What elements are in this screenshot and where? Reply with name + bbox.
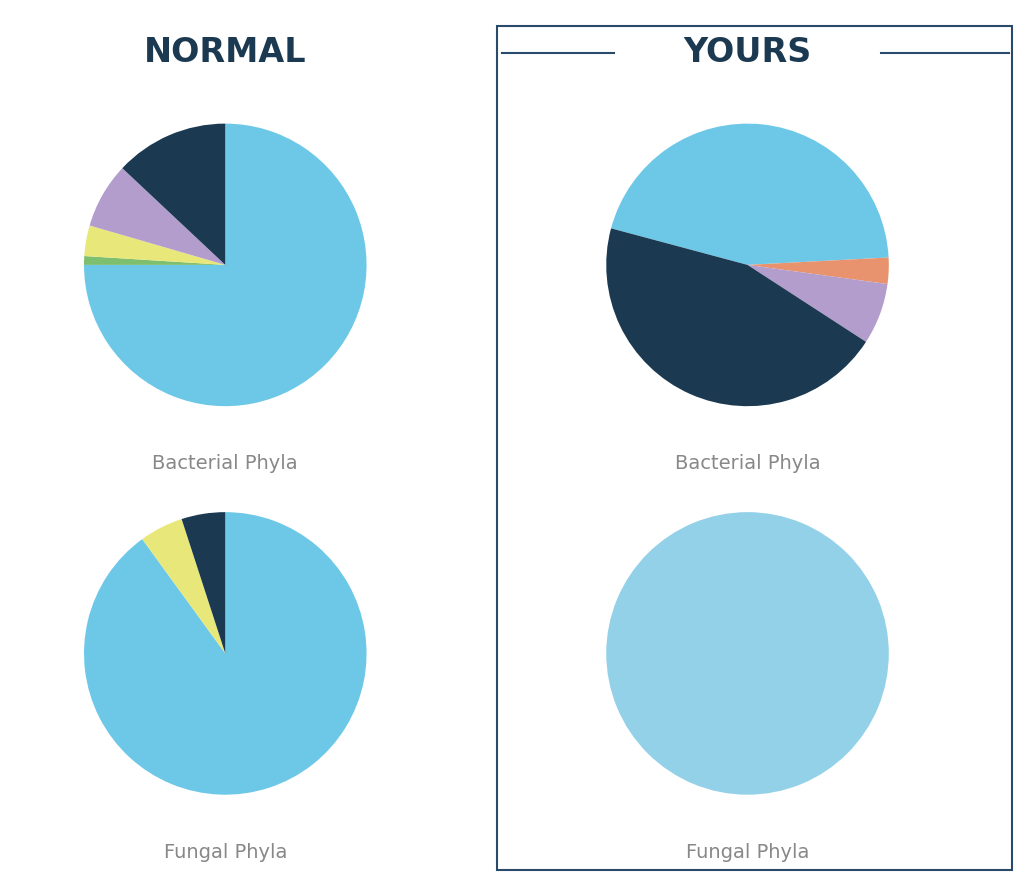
Wedge shape — [611, 124, 889, 265]
Wedge shape — [84, 225, 225, 265]
Text: NORMAL: NORMAL — [144, 36, 306, 70]
Wedge shape — [122, 124, 225, 265]
Text: Bacterial Phyla: Bacterial Phyla — [153, 454, 298, 473]
Wedge shape — [748, 265, 888, 342]
Text: Fungal Phyla: Fungal Phyla — [164, 842, 287, 862]
Wedge shape — [84, 124, 367, 406]
Wedge shape — [142, 519, 225, 653]
Wedge shape — [181, 512, 225, 653]
Text: Fungal Phyla: Fungal Phyla — [686, 842, 809, 862]
Text: YOURS: YOURS — [683, 36, 812, 70]
Wedge shape — [606, 512, 889, 795]
Text: Bacterial Phyla: Bacterial Phyla — [675, 454, 820, 473]
Wedge shape — [606, 229, 866, 406]
Wedge shape — [84, 512, 367, 795]
Wedge shape — [84, 256, 225, 265]
Wedge shape — [90, 168, 225, 265]
Wedge shape — [748, 258, 889, 284]
